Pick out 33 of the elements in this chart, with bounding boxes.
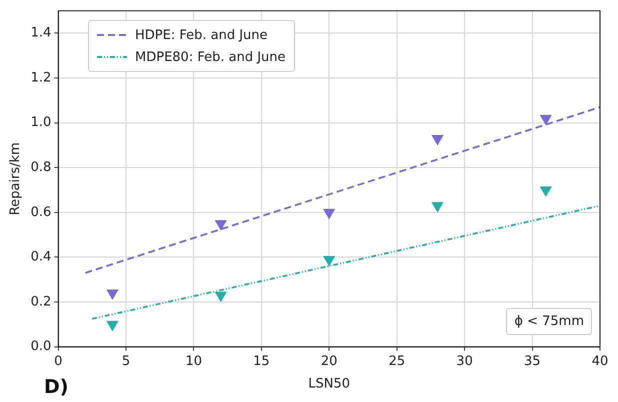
y-tick-label: 1.0 xyxy=(30,115,52,130)
point xyxy=(432,134,444,145)
y-axis-title: Repairs/km xyxy=(8,142,24,216)
x-tick-label: 35 xyxy=(524,354,541,369)
annotation: ϕ < 75mm xyxy=(506,308,592,335)
text: D) xyxy=(44,376,68,398)
x-tick-label: 0 xyxy=(54,354,62,369)
legend-label: MDPE80: Feb. and June xyxy=(135,50,286,64)
point xyxy=(323,256,335,266)
point xyxy=(215,220,226,230)
y-tick-label: 1.2 xyxy=(30,70,52,86)
x-tick-label: 30 xyxy=(456,354,473,369)
x-tick-label: 25 xyxy=(388,354,406,369)
point xyxy=(106,290,118,300)
y-tick-label: 0.8 xyxy=(30,160,52,175)
x-axis-title: LSN50 xyxy=(308,376,350,392)
point xyxy=(432,202,444,212)
point xyxy=(106,320,118,331)
y-tick-label: 0.6 xyxy=(30,204,52,220)
y-tick-label: 1.4 xyxy=(30,26,52,41)
x-tick-label: 20 xyxy=(320,354,338,369)
point xyxy=(540,114,552,125)
y-tick-label: 0.0 xyxy=(30,339,52,354)
x-tick-label: 5 xyxy=(122,354,130,369)
x-tick-label: 15 xyxy=(253,354,270,369)
x-tick-label: 10 xyxy=(185,354,202,369)
point xyxy=(215,292,226,302)
legend-label: HDPE: Feb. and June xyxy=(135,28,268,42)
point xyxy=(323,208,335,219)
x-tick-label: 40 xyxy=(592,354,608,369)
y-tick-label: 0.2 xyxy=(30,294,52,310)
y-tick-label: 0.4 xyxy=(30,250,52,265)
point xyxy=(540,186,552,196)
